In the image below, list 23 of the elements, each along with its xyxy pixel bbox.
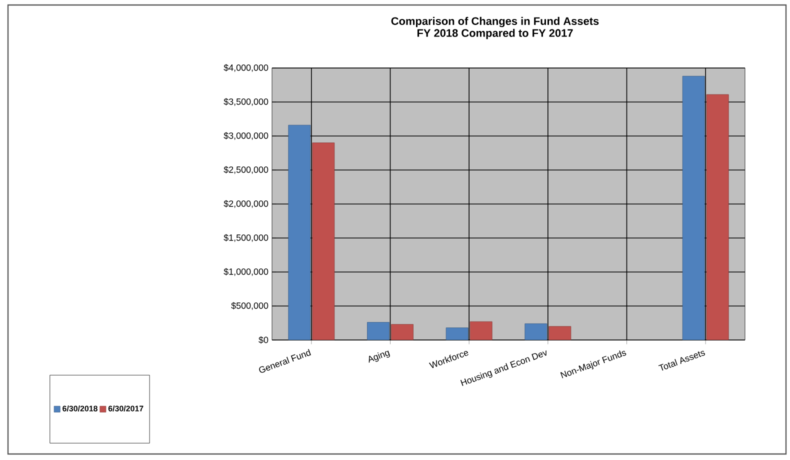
y-tick-label: $2,500,000 xyxy=(224,166,268,174)
y-tick-label: $3,500,000 xyxy=(224,98,268,106)
y-tick-label: $3,000,000 xyxy=(224,132,268,140)
x-tick-label: Total Assets xyxy=(658,350,706,371)
y-tick-label: $500,000 xyxy=(231,302,268,310)
bar xyxy=(548,326,572,340)
bar xyxy=(446,328,468,340)
bar xyxy=(391,324,414,340)
chart-title: Comparison of Changes in Fund Assets xyxy=(391,16,599,28)
bar xyxy=(524,323,548,340)
bar xyxy=(288,124,311,340)
chart-subtitle: FY 2018 Compared to FY 2017 xyxy=(417,28,573,40)
bar xyxy=(682,76,705,340)
y-tick-label: $0 xyxy=(258,336,268,344)
y-tick-label: $2,000,000 xyxy=(224,200,268,208)
bar xyxy=(470,321,492,340)
x-tick-label: Aging xyxy=(368,350,390,363)
y-tick-label: $4,000,000 xyxy=(224,64,268,72)
bar xyxy=(367,322,390,340)
y-tick-label: $1,000,000 xyxy=(224,268,268,276)
y-tick-label: $1,500,000 xyxy=(224,234,268,242)
bar xyxy=(312,142,335,340)
bar xyxy=(706,94,729,340)
